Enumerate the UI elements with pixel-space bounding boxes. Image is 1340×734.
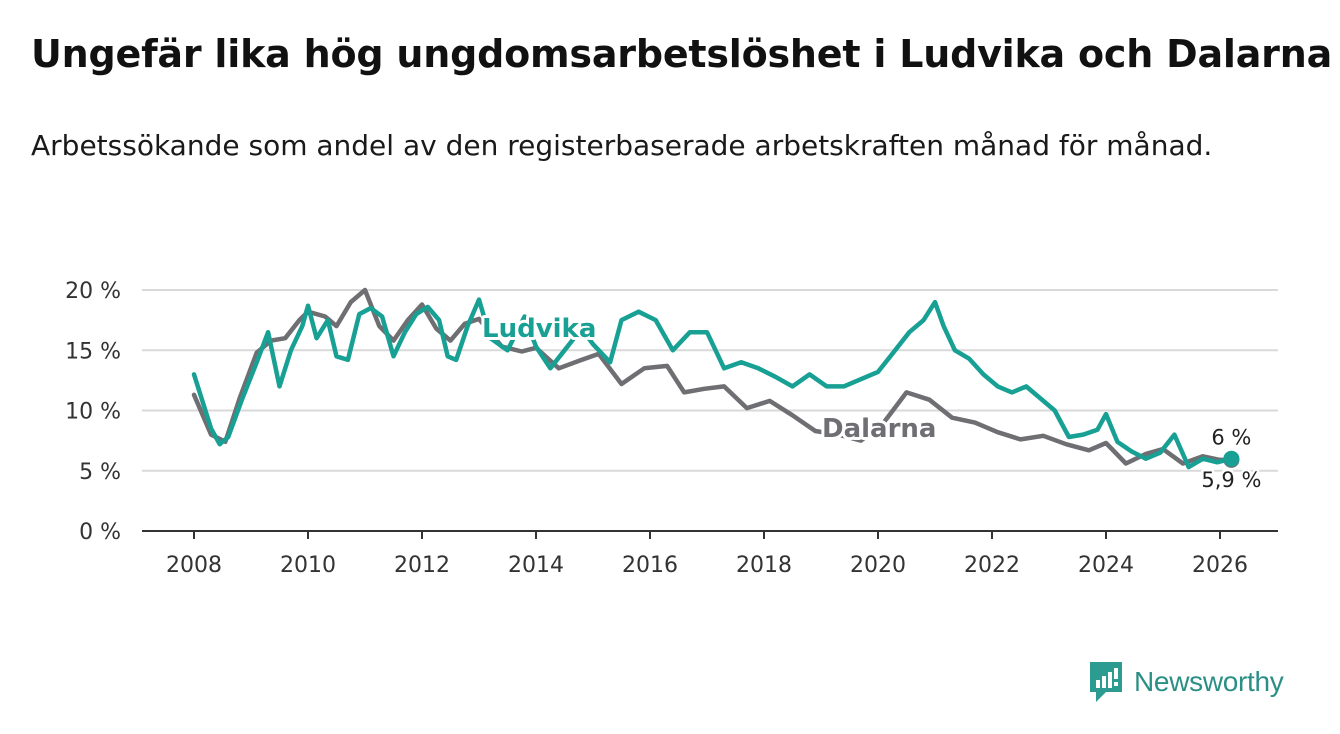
end-label-ludvika: 6 %	[1211, 426, 1251, 450]
end-label-dalarna: 5,9 %	[1201, 468, 1261, 492]
x-tick-label-2026: 2026	[1192, 553, 1248, 578]
series-line-ludvika	[191, 297, 1234, 470]
y-tick-label-20: 20 %	[65, 279, 121, 304]
x-tick-label-2024: 2024	[1078, 553, 1134, 578]
y-axis-tick-labels: 0 % 5 % 10 % 15 % 20 %	[65, 279, 121, 545]
chart-subtitle: Arbetssökande som andel av den registerb…	[31, 129, 1213, 162]
chart-title: Ungefär lika hög ungdomsarbetslöshet i L…	[31, 32, 1333, 76]
x-tick-label-2008: 2008	[166, 553, 222, 578]
newsworthy-logo[interactable]: Newsworthy	[1088, 660, 1284, 704]
y-tick-label-0: 0 %	[79, 520, 121, 545]
brand-name: Newsworthy	[1134, 666, 1284, 697]
series-lines	[191, 287, 1234, 470]
grid-lines	[142, 289, 1278, 472]
x-tick-label-2020: 2020	[850, 553, 906, 578]
x-tick-label-2018: 2018	[736, 553, 792, 578]
x-tick-label-2014: 2014	[508, 553, 564, 578]
series-labels: Ludvika Dalarna 6 % 5,9 %	[479, 311, 1264, 494]
y-tick-label-10: 10 %	[65, 400, 121, 425]
x-tick-label-2016: 2016	[622, 553, 678, 578]
x-tick-label-2022: 2022	[964, 553, 1020, 578]
x-tick-label-2010: 2010	[280, 553, 336, 578]
end-point-ludvika	[1223, 450, 1240, 467]
y-tick-label-15: 15 %	[65, 339, 121, 364]
series-label-ludvika: Ludvika	[482, 314, 596, 344]
series-label-dalarna: Dalarna	[822, 414, 936, 444]
x-tick-label-2012: 2012	[394, 553, 450, 578]
y-tick-label-5: 5 %	[79, 460, 121, 485]
newsworthy-logo-icon	[1090, 662, 1122, 702]
x-axis-ticks: 2008 2010 2012 2014 2016 2018 2020 2022 2024 2026	[166, 531, 1248, 578]
